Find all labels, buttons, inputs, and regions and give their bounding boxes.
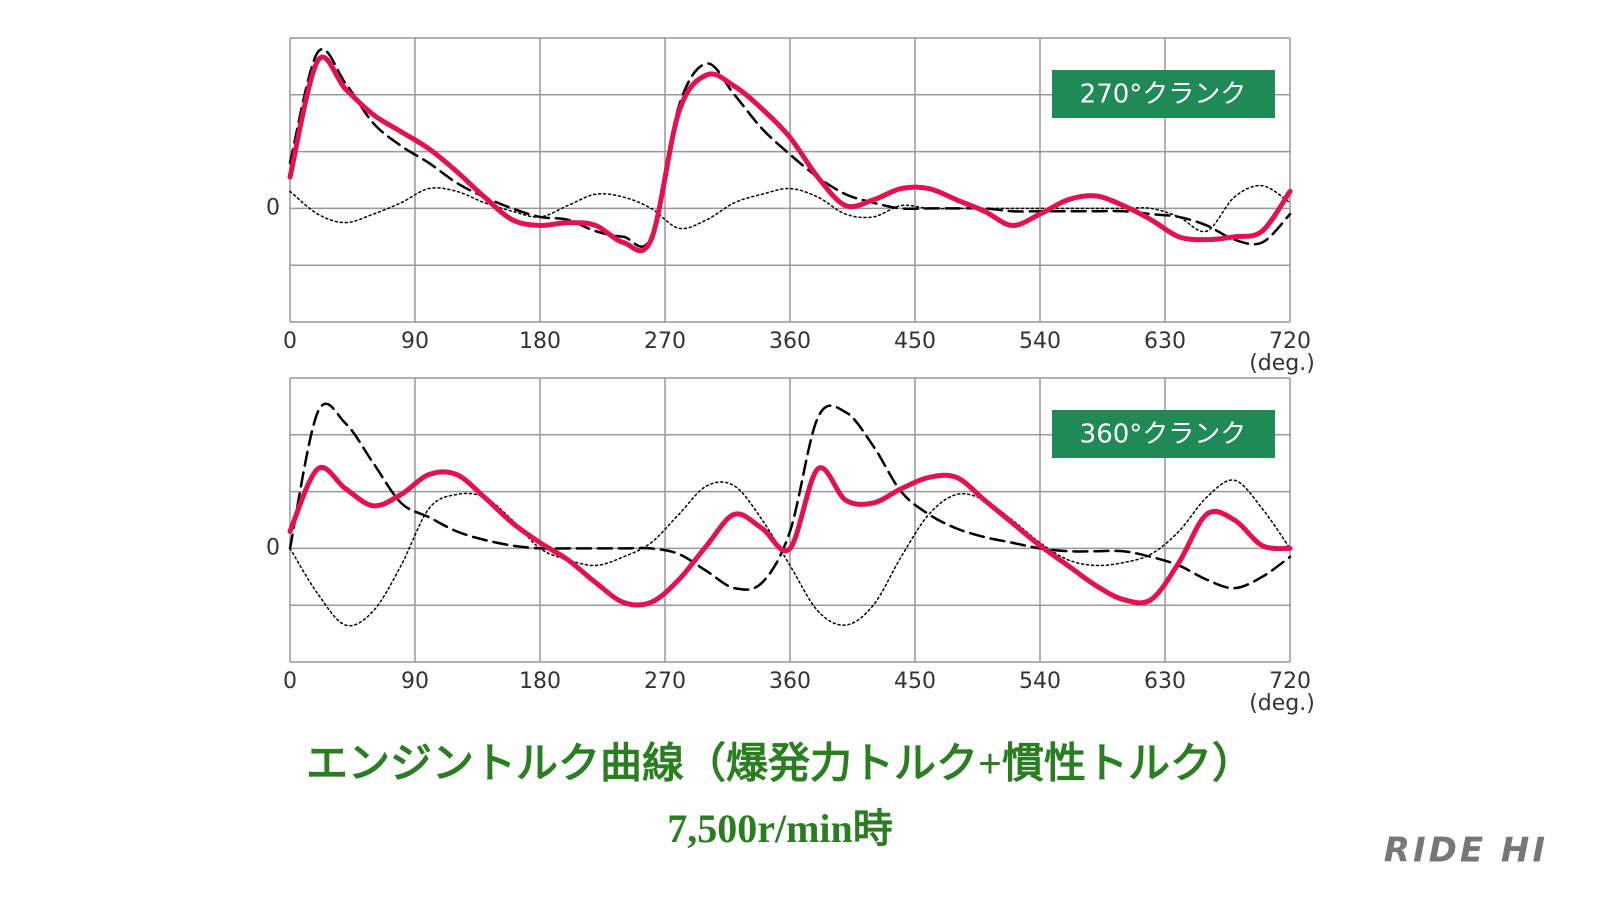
y-tick-label: 0	[266, 195, 280, 220]
x-tick-label: 630	[1144, 329, 1186, 354]
caption-title: エンジントルク曲線（爆発力トルク+慣性トルク）	[306, 741, 1254, 788]
x-tick-label: 540	[1019, 669, 1061, 694]
caption-subtitle: 7,500r/min時	[667, 806, 893, 851]
x-tick-label: 90	[401, 329, 429, 354]
x-tick-label: 180	[519, 669, 561, 694]
watermark: RIDE HI	[1384, 831, 1548, 871]
x-tick-label: 450	[894, 329, 936, 354]
torque-line	[287, 464, 1293, 608]
x-tick-label: 450	[894, 669, 936, 694]
torque-line	[289, 479, 1291, 627]
x-unit: (deg.)	[1249, 691, 1315, 716]
annotation-box	[1052, 410, 1275, 458]
torque-line	[288, 402, 1292, 591]
x-tick-label: 720	[1269, 669, 1311, 694]
x-unit: (deg.)	[1249, 351, 1315, 376]
x-tick-label: 0	[283, 669, 297, 694]
annotation: 270°クランク	[1080, 80, 1247, 110]
torque-line	[287, 54, 1293, 254]
x-tick-label: 720	[1269, 329, 1311, 354]
x-tick-label: 630	[1144, 669, 1186, 694]
x-tick-label: 360	[769, 329, 811, 354]
y-tick-label: 0	[266, 535, 280, 560]
x-tick-label: 90	[401, 669, 429, 694]
x-tick-label: 180	[519, 329, 561, 354]
x-tick-label: 360	[769, 669, 811, 694]
annotation: 360°クランク	[1080, 420, 1247, 450]
x-tick-label: 270	[644, 329, 686, 354]
annotation-box	[1052, 70, 1275, 118]
x-tick-label: 540	[1019, 329, 1061, 354]
x-tick-label: 270	[644, 669, 686, 694]
x-tick-label: 0	[283, 329, 297, 354]
torque-line	[288, 48, 1292, 248]
torque-line	[289, 184, 1291, 233]
